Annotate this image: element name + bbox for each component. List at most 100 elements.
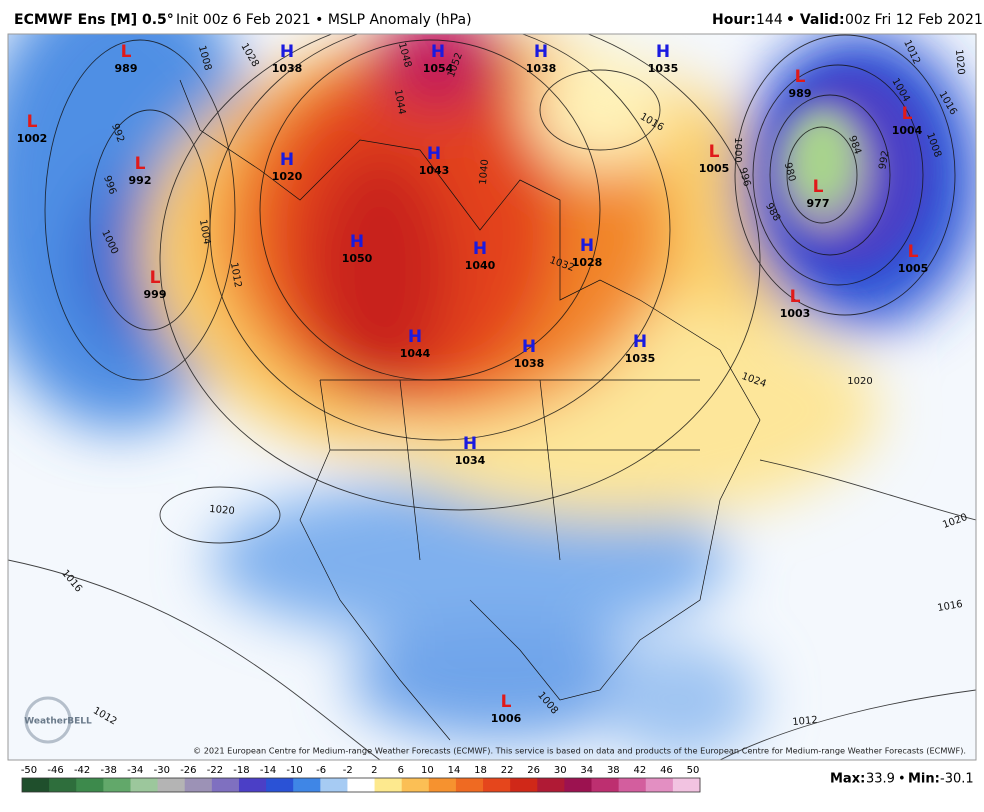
colorbar-swatch (266, 778, 294, 792)
isobar-label: 1044 (392, 89, 407, 116)
colorbar-frame (21, 777, 701, 793)
isobar-label: 1016 (937, 599, 964, 614)
colorbar-swatch (22, 778, 50, 792)
center-kind: H (280, 150, 294, 170)
hour: 144 (756, 12, 783, 28)
colorbar-tick-label: -22 (207, 765, 223, 776)
colorbar-swatch (238, 778, 267, 792)
colorbar-swatch (428, 778, 457, 792)
colorbar-swatch (645, 778, 674, 792)
center-kind: L (902, 104, 913, 124)
center-value: 1028 (572, 256, 603, 269)
center-kind: H (633, 332, 647, 352)
center-kind: L (795, 67, 806, 87)
title-rest: Init 00z 6 Feb 2021 • MSLP Anomaly (hPa) (176, 12, 472, 28)
valid: 00z Fri 12 Feb 2021 (845, 12, 983, 28)
colorbar-tick-label: -34 (127, 765, 143, 776)
colorbar-tick-label: 18 (474, 765, 487, 776)
colorbar-swatch (564, 778, 593, 792)
colorbar-tick-label: 30 (554, 765, 567, 776)
colorbar-swatch (293, 778, 321, 792)
isobar-label: 992 (877, 150, 891, 171)
center-kind: H (534, 42, 548, 62)
center-value: 989 (789, 87, 812, 100)
isobar-label: 1020 (847, 376, 872, 387)
title-bold: ECMWF Ens [M] 0.5° (14, 12, 174, 28)
min: -30.1 (940, 772, 974, 787)
colorbar-tick-label: 42 (634, 765, 647, 776)
center-value: 1038 (526, 62, 557, 75)
colorbar-tick-label: 6 (398, 765, 404, 776)
center-value: 1038 (272, 62, 303, 75)
colorbar-swatch (320, 778, 348, 792)
isobar-label: 1012 (792, 715, 818, 728)
center-kind: L (135, 154, 146, 174)
center-kind: H (350, 232, 364, 252)
isobar-label: 1020 (209, 504, 235, 517)
colorbar-tick-label: -10 (286, 765, 302, 776)
colorbar-swatch (103, 778, 131, 792)
colorbar-tick-label: -26 (180, 765, 196, 776)
center-value: 1050 (342, 252, 373, 265)
center-value: 1003 (780, 307, 811, 320)
isobar-label: 1000 (732, 137, 743, 162)
colorbar-tick-label: -50 (21, 765, 37, 776)
logo: WeatherBELL (24, 717, 92, 727)
colorbar-swatch (374, 778, 403, 792)
colorbar-swatch (211, 778, 240, 792)
center-value: 1020 (272, 170, 303, 183)
colorbar-tick-label: -42 (74, 765, 90, 776)
colorbar-swatch (347, 778, 376, 792)
center-value: 1006 (491, 712, 522, 725)
center-value: 1054 (423, 62, 454, 75)
min-label: Min: (908, 772, 940, 787)
center-kind: H (408, 327, 422, 347)
max-label: Max: (830, 772, 865, 787)
map-frame (7, 33, 977, 761)
copyright: © 2021 European Centre for Medium-range … (193, 746, 966, 756)
colorbar-tick-label: -6 (316, 765, 326, 776)
center-value: 1035 (648, 62, 679, 75)
colorbar-tick-label: -30 (154, 765, 170, 776)
colorbar-swatch (537, 778, 565, 792)
center-kind: H (463, 434, 477, 454)
colorbar-swatch (49, 778, 77, 792)
center-kind: L (709, 142, 720, 162)
isobar-label: 996 (737, 166, 753, 187)
center-value: 1044 (400, 347, 431, 360)
center-kind: H (656, 42, 670, 62)
colorbar-tick-label: 22 (501, 765, 514, 776)
max: 33.9 (866, 772, 895, 787)
center-kind: H (431, 42, 445, 62)
center-value: 1002 (17, 132, 48, 145)
center-kind: H (580, 236, 594, 256)
center-value: 1004 (892, 124, 923, 137)
colorbar-tick-label: -2 (343, 765, 353, 776)
colorbar-tick-label: 2 (371, 765, 377, 776)
colorbar-swatch (76, 778, 104, 792)
hour-label: Hour: (712, 12, 756, 28)
isobar-label: 1004 (197, 219, 212, 246)
center-value: 977 (807, 197, 830, 210)
center-value: 989 (115, 62, 138, 75)
isobar-label: 980 (782, 161, 798, 182)
valid-label: • Valid: (786, 12, 845, 28)
colorbar-tick-label: -14 (260, 765, 276, 776)
logo-mark (24, 696, 72, 744)
colorbar-swatch (157, 778, 186, 792)
colorbar-swatch (618, 778, 647, 792)
center-value: 1035 (625, 352, 656, 365)
center-kind: L (27, 112, 38, 132)
isobar-label: 1040 (478, 159, 491, 185)
colorbar-tick-label: 34 (580, 765, 593, 776)
colorbar-swatch (455, 778, 484, 792)
center-value: 1040 (465, 259, 496, 272)
center-kind: L (121, 42, 132, 62)
coastlines (179, 79, 761, 741)
colorbar-swatch (591, 778, 620, 792)
colorbar-tick-label: -38 (101, 765, 117, 776)
colorbar-tick-label: 26 (527, 765, 540, 776)
center-kind: L (813, 177, 824, 197)
isobar-label: 1012 (228, 262, 243, 289)
center-value: 1038 (514, 357, 545, 370)
